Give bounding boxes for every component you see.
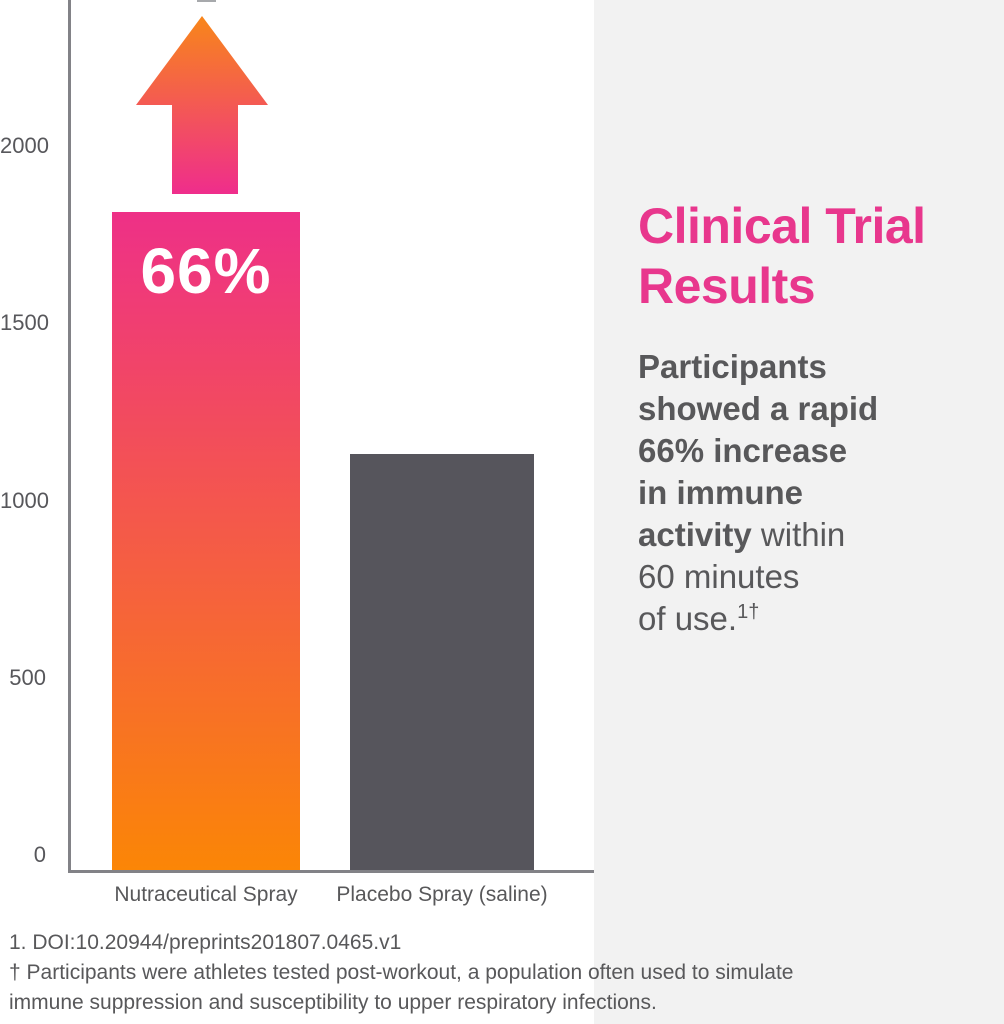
percent-increase-label: 66% — [140, 234, 272, 307]
y-tick-1000: 1000 — [0, 487, 49, 513]
crop-artifact-mark — [197, 0, 216, 2]
y-tick-500: 500 — [9, 664, 46, 690]
info-panel: Clinical Trial Results Participants show… — [594, 0, 1004, 1024]
body-line-7-text: of use. — [638, 600, 738, 637]
x-label-nutraceutical-spray: Nutraceutical Spray — [114, 883, 298, 906]
title-line-2: Results — [638, 258, 816, 314]
bar-placebo-spray — [350, 454, 534, 871]
body-line-4: in immune — [638, 474, 804, 511]
body-line-3: 66% increase — [638, 432, 848, 469]
footnote-dagger-line-1: † Participants were athletes tested post… — [9, 961, 794, 984]
title-line-1: Clinical Trial — [638, 198, 926, 254]
body-line-2: showed a rapid — [638, 390, 879, 427]
y-axis-line — [68, 0, 71, 873]
footnote-dagger-line-2: immune suppression and susceptibility to… — [9, 991, 657, 1014]
y-tick-2000: 2000 — [0, 133, 49, 158]
result-description: Participants showed a rapid 66% increase… — [638, 346, 990, 640]
body-line-6: 60 minutes — [638, 558, 800, 595]
footnote-doi: 1. DOI:10.20944/preprints201807.0465.v1 — [9, 931, 402, 954]
increase-arrow-icon — [136, 15, 268, 194]
body-line-5-bold: activity — [638, 516, 752, 553]
up-arrow-svg — [136, 15, 268, 194]
x-label-placebo-spray: Placebo Spray (saline) — [336, 883, 548, 906]
x-axis-line — [68, 870, 594, 873]
body-line-5-regular: within — [751, 516, 846, 553]
footnotes: 1. DOI:10.20944/preprints201807.0465.v1 … — [9, 928, 793, 1018]
body-line-1: Participants — [638, 348, 827, 385]
y-tick-1500: 1500 — [0, 310, 49, 336]
body-line-5: activity within — [638, 514, 990, 556]
info-panel-content: Clinical Trial Results Participants show… — [638, 196, 990, 640]
footnote-reference-superscript: 1† — [737, 601, 760, 623]
body-line-7: of use.1† — [638, 598, 990, 640]
page-title: Clinical Trial Results — [638, 196, 990, 316]
y-tick-0: 0 — [33, 842, 46, 867]
bar-nutraceutical-spray: 66% — [112, 211, 300, 871]
